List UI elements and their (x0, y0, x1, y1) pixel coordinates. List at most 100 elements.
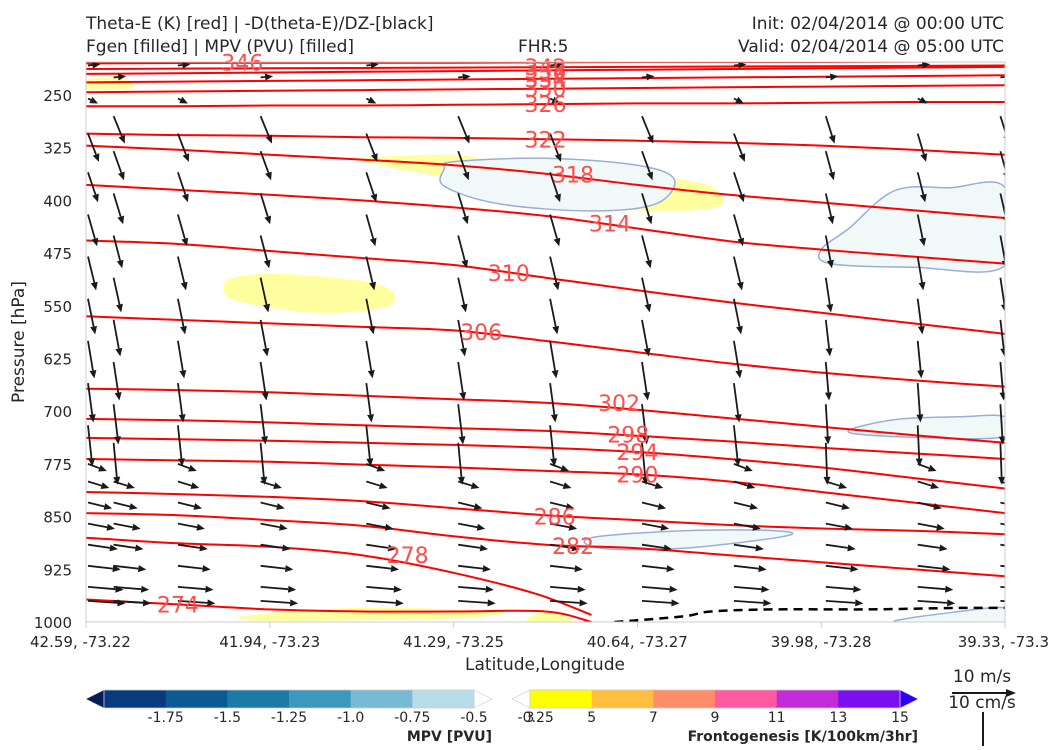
wind-arrow (260, 585, 297, 593)
theta-e-label: 298 (607, 423, 649, 448)
y-tick-label: 400 (43, 192, 72, 210)
wind-arrow (641, 480, 664, 489)
theta-e-line (86, 417, 1005, 460)
wind-arrow (366, 501, 391, 510)
wind-arrow (112, 361, 122, 401)
wind-arrow (825, 480, 848, 489)
wind-arrow (917, 62, 931, 69)
reference-vector-label-cms: 10 cm/s (948, 693, 1016, 713)
wind-arrow (733, 480, 756, 489)
wind-arrow (824, 277, 834, 313)
theta-e-label: 278 (387, 544, 429, 569)
colorbar-frame (103, 689, 475, 709)
wind-arrow (259, 442, 268, 485)
wind-arrow (917, 543, 948, 552)
colorbar-tick-label: -1.75 (148, 710, 184, 726)
colorbar-segment (227, 690, 290, 708)
colorbar-tick-label: -1.0 (337, 710, 364, 726)
wind-arrow (917, 463, 937, 472)
theta-e-label: 322 (525, 128, 567, 153)
wind-arrow (112, 115, 125, 144)
wind-arrow (917, 480, 939, 489)
x-tick-label: 41.29, -73.25 (403, 633, 504, 651)
wind-arrow (87, 480, 110, 489)
wind-arrow (999, 277, 1005, 312)
wind-arrow (549, 480, 572, 489)
wind-arrow (1000, 586, 1005, 589)
wind-arrow (733, 382, 742, 423)
valid-time: Valid: 02/04/2014 @ 05:00 UTC (738, 37, 1004, 57)
wind-arrow (1000, 543, 1005, 547)
fgen-region (86, 77, 135, 91)
wind-arrow (177, 522, 205, 531)
colorbar-segment (776, 690, 839, 708)
colorbar-tick-label: 13 (829, 710, 847, 726)
wind-arrow (733, 298, 743, 335)
theta-e-line (86, 144, 1005, 219)
wind-arrow (259, 319, 270, 357)
theta-e-line (86, 536, 592, 616)
wind-arrow (365, 298, 376, 335)
y-tick-label: 475 (43, 245, 72, 263)
colorbar-tick-label: 3 (526, 710, 535, 726)
wind-arrow (112, 235, 124, 269)
theta-e-label: 306 (460, 321, 502, 346)
theta-e-label: 346 (221, 52, 263, 77)
wind-arrow (366, 480, 388, 489)
wind-arrow (641, 150, 653, 181)
wind-arrows (87, 62, 1005, 607)
wind-arrow (549, 382, 558, 423)
theta-e-contours (86, 62, 1005, 622)
wind-arrow (549, 298, 560, 335)
wind-arrow (260, 599, 299, 607)
wind-arrow (641, 193, 653, 225)
x-tick-label: 42.59, -73.22 (30, 633, 131, 651)
mpv-colorbar-label: MPV [PVU] (407, 729, 492, 745)
dtheta-dz-contour (614, 606, 1005, 622)
theta-e-line (86, 436, 1005, 490)
wind-arrow (825, 599, 864, 607)
wind-arrow (365, 382, 374, 423)
wind-arrow (641, 319, 651, 357)
wind-arrow (177, 172, 189, 203)
colorbar-tick-label: -0.25 (518, 710, 554, 726)
wind-arrow (824, 150, 835, 181)
wind-arrow (177, 96, 188, 104)
wind-arrow (87, 564, 121, 573)
wind-arrow (457, 115, 470, 144)
y-tick-label: 700 (43, 403, 72, 421)
wind-arrow (177, 425, 185, 467)
theta-e-label: 286 (534, 506, 576, 531)
mpv-region (817, 181, 1005, 273)
wind-arrow (457, 480, 480, 489)
colorbar-tick-label: 9 (711, 710, 720, 726)
wind-arrow (825, 564, 859, 573)
wind-arrow (87, 463, 107, 472)
wind-arrow (112, 319, 123, 357)
wind-arrow (113, 564, 147, 573)
wind-arrow (457, 235, 469, 269)
wind-arrow (260, 480, 282, 489)
init-time: Init: 02/04/2014 @ 00:00 UTC (751, 14, 1004, 34)
y-tick-label: 550 (43, 298, 72, 316)
wind-arrow (458, 543, 489, 552)
wind-arrow (87, 298, 97, 335)
wind-arrow (999, 361, 1005, 401)
y-tick-label: 1000 (34, 614, 72, 632)
wind-arrow (733, 340, 743, 379)
wind-arrow (87, 522, 115, 531)
wind-arrow (87, 382, 96, 423)
wind-arrow (87, 501, 113, 510)
wind-arrow (733, 599, 772, 607)
wind-arrow (917, 585, 954, 593)
wind-arrow (998, 442, 1005, 485)
wind-arrow (641, 501, 667, 510)
y-tick-label: 325 (43, 140, 72, 158)
wind-arrow (915, 425, 923, 467)
wind-arrow (641, 585, 678, 593)
title-line-2: Fgen [filled] | MPV (PVU) [filled] (86, 37, 355, 57)
wind-arrow (87, 543, 118, 552)
x-tick-label: 41.94, -73.23 (219, 633, 320, 651)
wind-arrow (365, 214, 377, 247)
wind-arrow (457, 361, 467, 401)
